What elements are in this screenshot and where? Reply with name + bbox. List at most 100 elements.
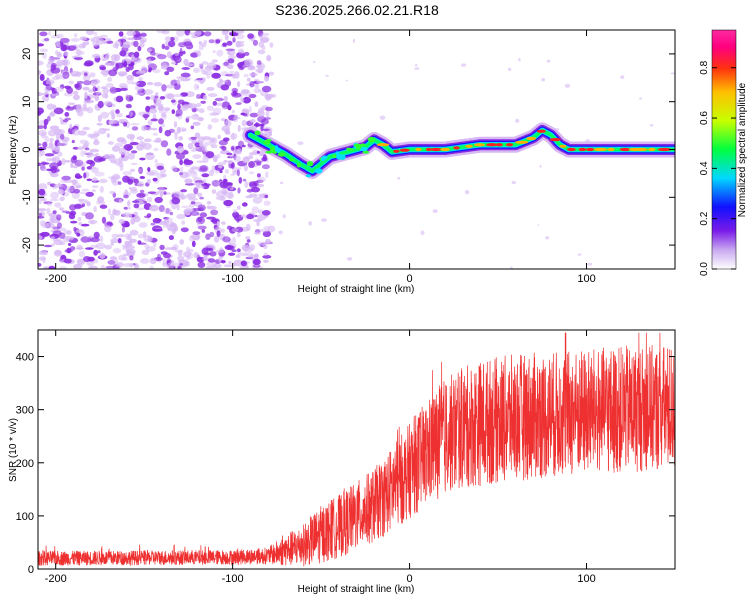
spectrogram-noise-blob [159,244,165,250]
spectrogram-noise-blob [66,105,71,109]
spectrogram-noise-blob [236,169,240,177]
spectrogram-noise-blob [190,114,200,120]
spectrogram-noise-blob [76,258,85,266]
spectrogram-noise-blob [119,50,127,57]
spectrogram-noise-blob [118,219,125,224]
spectrogram-noise-blob [192,146,200,150]
spectrogram-noise-blob [221,107,229,110]
spectrogram-noise-blob [195,30,202,36]
spectrogram-noise-blob [252,39,258,46]
spectrogram-noise-blob [220,80,224,84]
spectrogram-noise-blob [75,175,83,179]
spectrogram-noise-blob [143,111,149,115]
spectrogram-noise-blob [147,120,153,126]
spectrogram-ridge-blob [306,161,314,167]
spectrogram-noise-blob [221,30,229,36]
spectrogram-noise-blob [44,37,50,42]
spectrogram-noise-blob [102,128,111,131]
spectrogram-ridge-blob [277,152,286,157]
spectrogram-noise-blob [181,220,186,226]
spectrogram-noise-blob [106,40,114,44]
spectrogram-noise-blob [199,196,204,200]
spectrogram-noise-blob [125,66,130,73]
spectrogram-noise-blob [99,185,104,193]
spectrogram-noise-blob [149,258,157,265]
spectrogram-ridge-blob [360,147,368,152]
spectrogram-noise-blob [231,92,242,98]
snr-frame [37,329,676,570]
spectrogram-noise-blob [114,142,124,148]
spectrogram-noise-blob [266,54,272,62]
spectrogram-noise-blob [262,128,271,131]
spectrogram-noise-blob [93,249,98,256]
spectrogram-ridge-blob [305,174,311,178]
spectrogram-noise-blob [256,80,263,84]
spectrogram-noise-blob [48,265,56,269]
spectrogram-noise-blob [158,110,169,114]
spectrogram-noise-blob [188,203,195,208]
spectrogram-noise-blob [187,103,198,109]
spectrogram-noise-blob [40,231,50,237]
spectrogram-noise-blob [50,191,59,200]
spectrogram-noise-blob [71,73,79,77]
spectrogram-noise-blob [229,226,236,234]
spectrogram-noise-blob [262,254,272,259]
spectrogram-noise-blob [190,201,196,205]
spectrogram-noise-blob [184,77,192,80]
spectrogram-noise-blob [138,166,144,174]
spectrogram-noise-blob [196,78,203,81]
spectrogram-noise-blob [190,233,201,241]
spectrogram-noise-blob [245,195,253,199]
spectrogram-y-tick-label: -10 [21,189,33,205]
spectrogram-noise-blob [76,110,84,117]
spectrogram-noise-blob [171,109,176,115]
spectrogram-noise-blob [133,178,139,184]
spectrogram-noise-blob [50,165,57,174]
spectrogram-noise-blob [83,99,93,104]
spectrogram-noise-blob [136,181,145,188]
spectrogram-noise-blob [240,89,250,95]
spectrogram-noise-blob [192,173,198,179]
spectrogram-noise-blob [231,236,237,244]
spectrogram-noise-blob [189,211,200,217]
spectrogram-noise-blob [226,152,233,156]
spectrogram-noise-blob [259,228,270,233]
snr-chart: -200 -100 0 100 0 100 200 300 400 Height of str… [8,329,676,595]
spectrogram-noise-blob [139,189,145,194]
spectrogram-noise-blob [208,169,215,177]
spectrogram-noise-blob [209,112,219,117]
spectrogram-ridge-peak [607,147,615,152]
spectrogram-noise-blob [325,74,329,77]
snr-y-tick-label: 100 [16,511,34,523]
spectrogram-ridge-peak [536,129,546,133]
spectrogram-noise-blob [346,257,353,261]
spectrogram-noise-blob [206,200,212,205]
spectrogram-noise-blob [145,152,155,161]
spectrogram-noise-blob [245,236,251,240]
spectrogram-noise-blob [234,114,239,118]
spectrogram-noise-blob [193,83,200,91]
spectrogram-noise-blob [154,196,163,204]
spectrogram-noise-blob [515,118,520,123]
spectrogram-ridge-blob [314,168,323,174]
spectrogram-noise-blob [397,177,401,180]
spectrogram-noise-blob [254,101,259,108]
spectrogram-ridge-blob [355,143,362,150]
spectrogram-noise-blob [123,206,128,210]
spectrogram-noise-blob [207,124,213,130]
spectrogram-noise-blob [93,206,97,213]
spectrogram-noise-blob [124,222,130,228]
spectrogram-noise-blob [72,90,79,95]
spectrogram-noise-blob [166,224,172,230]
spectrogram-noise-blob [240,260,247,267]
spectrogram-noise-blob [518,58,521,62]
snr-x-label: Height of straight line (km) [298,584,415,595]
spectrogram-noise-blob [87,133,95,138]
spectrogram-noise-blob [80,223,90,227]
spectrogram-noise-blob [258,41,265,48]
spectrogram-noise-blob [90,219,95,225]
spectrogram-noise-blob [193,67,200,74]
spectrogram-noise-blob [126,121,131,129]
spectrogram-noise-blob [86,166,93,170]
spectrogram-noise-blob [93,231,100,239]
